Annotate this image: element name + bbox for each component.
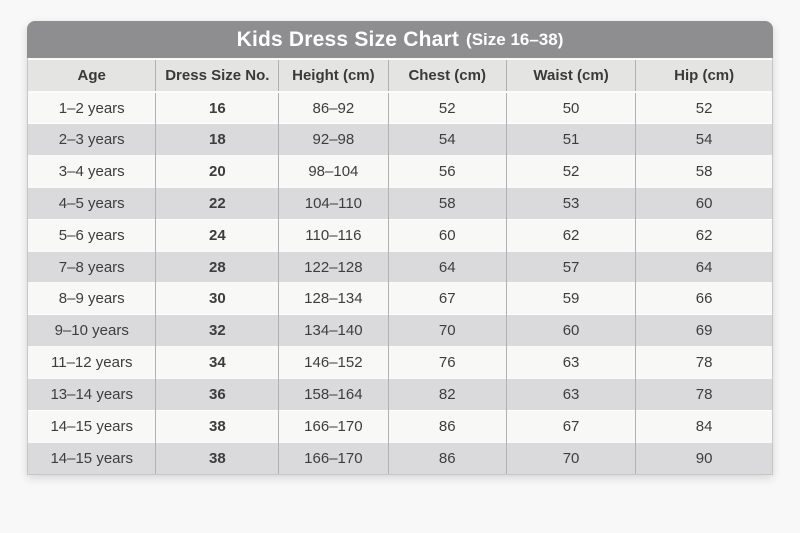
table-cell: 92–98 bbox=[278, 123, 389, 156]
table-cell: 60 bbox=[635, 186, 772, 220]
header-cell-2: Height (cm) bbox=[278, 58, 389, 93]
table-row: 11–12 years 34 146–152 76 63 78 bbox=[28, 346, 772, 379]
table-row: 3–4 years 20 98–104 56 52 58 bbox=[28, 155, 772, 188]
chart-title: Kids Dress Size Chart bbox=[236, 27, 460, 51]
table-cell: 18 bbox=[155, 123, 279, 156]
table-cell: 86–92 bbox=[278, 92, 389, 124]
table-cell: 64 bbox=[635, 250, 772, 283]
table-row: 8–9 years 30 128–134 67 59 66 bbox=[28, 282, 772, 315]
table-cell: 9–10 years bbox=[28, 314, 156, 347]
table-cell: 34 bbox=[155, 346, 279, 379]
header-cell-1: Dress Size No. bbox=[155, 58, 279, 93]
table-cell: 86 bbox=[387, 409, 507, 443]
table-row: 9–10 years 32 134–140 70 60 69 bbox=[28, 314, 772, 347]
table-cell: 28 bbox=[155, 250, 279, 283]
table-cell: 60 bbox=[387, 218, 507, 252]
table-cell: 64 bbox=[387, 250, 507, 283]
table-cell: 2–3 years bbox=[28, 123, 156, 156]
table-cell: 52 bbox=[635, 92, 772, 124]
table-cell: 11–12 years bbox=[28, 346, 156, 379]
table-cell: 67 bbox=[505, 409, 636, 443]
table-cell: 110–116 bbox=[278, 218, 389, 252]
table-row: 14–15 years 38 166–170 86 70 90 bbox=[28, 441, 772, 474]
header-cell-5: Hip (cm) bbox=[635, 58, 772, 93]
table-cell: 52 bbox=[387, 92, 507, 124]
header-row: Age Dress Size No. Height (cm) Chest (cm) Wa… bbox=[28, 58, 772, 93]
table-cell: 14–15 years bbox=[28, 409, 156, 443]
table-cell: 32 bbox=[155, 314, 279, 347]
table-cell: 82 bbox=[387, 377, 507, 411]
table-row: 13–14 years 36 158–164 82 63 78 bbox=[28, 377, 772, 411]
table-cell: 51 bbox=[505, 123, 636, 156]
table-cell: 62 bbox=[505, 218, 636, 252]
size-table: Age Dress Size No. Height (cm) Chest (cm) Wa… bbox=[28, 58, 772, 474]
table-cell: 57 bbox=[505, 250, 636, 283]
table-cell: 54 bbox=[635, 123, 772, 156]
table-cell: 22 bbox=[155, 186, 279, 220]
table-cell: 38 bbox=[155, 409, 279, 443]
table-cell: 50 bbox=[505, 92, 636, 124]
table-cell: 84 bbox=[635, 409, 772, 443]
table-cell: 30 bbox=[155, 282, 279, 315]
header-cell-0: Age bbox=[28, 58, 156, 93]
table-cell: 134–140 bbox=[278, 314, 389, 347]
table-cell: 66 bbox=[635, 282, 772, 315]
table-cell: 104–110 bbox=[278, 186, 389, 220]
table-cell: 78 bbox=[635, 377, 772, 411]
table-row: 5–6 years 24 110–116 60 62 62 bbox=[28, 218, 772, 252]
table-cell: 70 bbox=[387, 314, 507, 347]
table-cell: 60 bbox=[505, 314, 636, 347]
table-cell: 3–4 years bbox=[28, 155, 156, 188]
table-header: Age Dress Size No. Height (cm) Chest (cm) Wa… bbox=[28, 58, 772, 93]
table-cell: 76 bbox=[387, 346, 507, 379]
table-cell: 14–15 years bbox=[28, 441, 156, 474]
table-cell: 1–2 years bbox=[58, 99, 125, 117]
header-cell-4: Waist (cm) bbox=[505, 58, 636, 93]
table-cell: 63 bbox=[505, 377, 636, 411]
table-cell: 58 bbox=[387, 186, 507, 220]
table-cell: 86 bbox=[387, 441, 507, 474]
table-cell: 16 bbox=[155, 92, 279, 124]
table-cell: 146–152 bbox=[278, 346, 389, 379]
table-cell: 36 bbox=[155, 377, 279, 411]
table-cell: 58 bbox=[635, 155, 772, 188]
table-row: 1–2 years 16 86–92 52 50 52 bbox=[28, 92, 772, 124]
table-cell: 122–128 bbox=[278, 250, 389, 283]
table-row: 2–3 years 18 92–98 54 51 54 bbox=[28, 123, 772, 156]
table-row: 7–8 years 28 122–128 64 57 64 bbox=[28, 250, 772, 283]
header-cell-3: Chest (cm) bbox=[387, 58, 507, 93]
chart-title-bar: Kids Dress Size Chart (Size 16–38) bbox=[27, 21, 773, 58]
size-table-container: Age Dress Size No. Height (cm) Chest (cm) Wa… bbox=[27, 58, 773, 475]
table-cell: 38 bbox=[155, 441, 279, 474]
table-cell: 24 bbox=[155, 218, 279, 252]
table-body: 1–2 years 16 86–92 52 50 52 2–3 years 18 92–98 54… bbox=[28, 92, 772, 474]
table-cell: 56 bbox=[387, 155, 507, 188]
table-cell: 78 bbox=[635, 346, 772, 379]
table-cell: 63 bbox=[505, 346, 636, 379]
table-row: 4–5 years 22 104–110 58 53 60 bbox=[28, 186, 772, 220]
table-row: 14–15 years 38 166–170 86 67 84 bbox=[28, 409, 772, 443]
table-cell: 69 bbox=[635, 314, 772, 347]
table-cell: 128–134 bbox=[278, 282, 389, 315]
table-cell: 166–170 bbox=[278, 441, 389, 474]
table-cell: 52 bbox=[505, 155, 636, 188]
table-cell: 7–8 years bbox=[28, 250, 156, 283]
table-cell: 54 bbox=[387, 123, 507, 156]
table-cell: 53 bbox=[505, 186, 636, 220]
table-cell: 166–170 bbox=[278, 409, 389, 443]
table-cell: 5–6 years bbox=[28, 218, 156, 252]
table-cell: 62 bbox=[635, 218, 772, 252]
table-cell: 67 bbox=[387, 282, 507, 315]
table-cell: 90 bbox=[635, 441, 772, 474]
table-cell: 59 bbox=[505, 282, 636, 315]
table-cell: 70 bbox=[505, 441, 636, 474]
table-cell: 4–5 years bbox=[28, 186, 156, 220]
chart-subtitle: (Size 16–38) bbox=[466, 29, 564, 49]
table-cell: 98–104 bbox=[278, 155, 389, 188]
table-cell: 158–164 bbox=[278, 377, 389, 411]
table-cell: 13–14 years bbox=[28, 377, 156, 411]
size-chart-card: Kids Dress Size Chart (Size 16–38) Age Dr… bbox=[27, 21, 773, 475]
table-cell: 20 bbox=[155, 155, 279, 188]
table-cell: 8–9 years bbox=[28, 282, 156, 315]
